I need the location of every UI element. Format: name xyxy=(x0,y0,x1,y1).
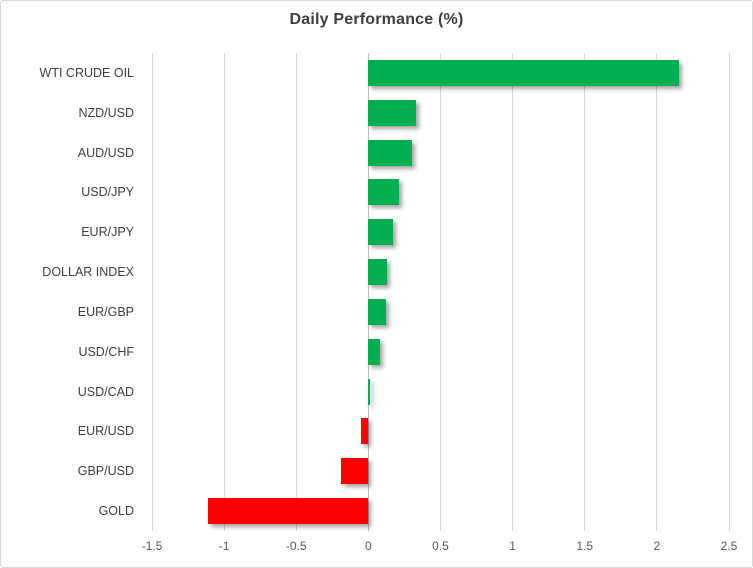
category-label: EUR/USD xyxy=(77,424,134,439)
gridline xyxy=(223,53,225,531)
bar-eur-jpy xyxy=(368,219,393,246)
bar-usd-chf xyxy=(368,338,380,365)
x-axis-tick-label: -0.5 xyxy=(285,539,307,553)
chart-title: Daily Performance (%) xyxy=(289,11,464,28)
gridline xyxy=(512,53,514,531)
bar-usd-jpy xyxy=(368,179,399,206)
bar-wti-crude-oil xyxy=(368,59,679,86)
bar-dollar-index xyxy=(368,259,388,286)
zero-axis-line xyxy=(367,53,369,531)
x-axis-tick-label: 2 xyxy=(653,539,661,553)
category-label: AUD/USD xyxy=(77,145,134,160)
bar-nzd-usd xyxy=(368,99,416,126)
x-axis-tick-label: 2.5 xyxy=(720,539,738,553)
bar-aud-usd xyxy=(368,139,412,166)
x-axis-tick-label: 0.5 xyxy=(432,539,449,553)
gridline xyxy=(728,53,730,531)
gridline xyxy=(295,53,297,531)
x-axis-tick-label: -1.5 xyxy=(141,539,163,553)
bar-eur-usd xyxy=(361,418,369,445)
category-label: NZD/USD xyxy=(78,105,134,120)
bar-usd-cad xyxy=(368,378,370,405)
category-label: USD/CHF xyxy=(78,344,134,359)
bar-gbp-usd xyxy=(340,458,369,485)
category-label: EUR/JPY xyxy=(81,225,134,240)
category-label: USD/CAD xyxy=(77,384,134,399)
bar-eur-gbp xyxy=(368,298,386,325)
x-axis-tick-label: -1 xyxy=(218,539,230,553)
x-axis-tick-label: 1.5 xyxy=(576,539,594,553)
gridline xyxy=(440,53,441,531)
x-axis-tick-label: 1 xyxy=(509,539,516,553)
category-label: WTI CRUDE OIL xyxy=(39,65,134,80)
x-axis-tick-label: 0 xyxy=(365,539,372,553)
category-label: GOLD xyxy=(98,504,134,519)
bar-gold xyxy=(208,498,369,525)
gridline xyxy=(584,53,586,531)
category-label: DOLLAR INDEX xyxy=(42,265,134,280)
gridline xyxy=(151,53,153,531)
gridline xyxy=(656,53,658,531)
category-label: EUR/GBP xyxy=(77,304,134,319)
category-label: GBP/USD xyxy=(77,464,134,479)
category-label: USD/JPY xyxy=(81,185,134,200)
